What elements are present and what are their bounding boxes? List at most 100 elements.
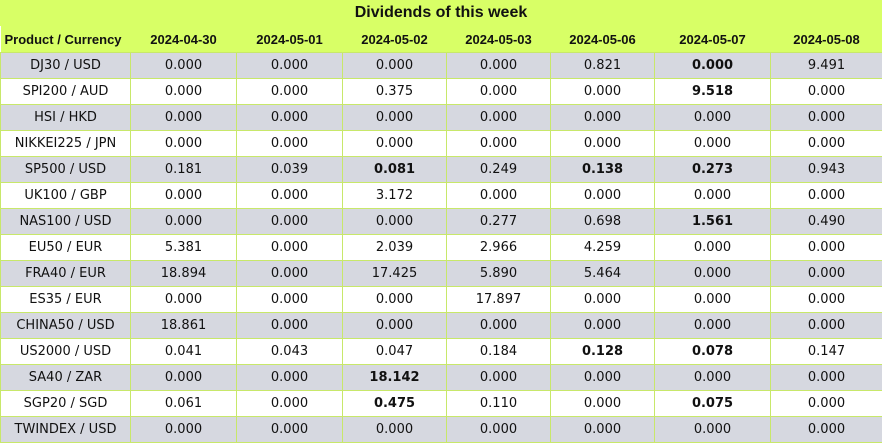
dividend-value-cell: 0.081 xyxy=(342,156,447,183)
dividend-value-cell: 0.000 xyxy=(130,286,237,313)
dividend-value-cell: 0.000 xyxy=(654,130,771,157)
dividend-value-cell: 4.259 xyxy=(550,234,655,261)
dividend-value-cell: 0.000 xyxy=(770,260,882,287)
dividend-value-cell: 0.000 xyxy=(130,416,237,443)
dividend-value-cell: 0.000 xyxy=(236,260,343,287)
dividend-value-cell: 0.000 xyxy=(770,312,882,339)
product-cell: SPI200 / AUD xyxy=(0,78,131,105)
dividend-value-cell: 0.249 xyxy=(446,156,551,183)
dividend-value-cell: 0.138 xyxy=(550,156,655,183)
dividend-value-cell: 0.000 xyxy=(654,312,771,339)
dividend-value-cell: 0.147 xyxy=(770,338,882,365)
dividend-value-cell: 0.043 xyxy=(236,338,343,365)
dividend-value-cell: 0.000 xyxy=(342,52,447,79)
dividend-value-cell: 0.000 xyxy=(130,130,237,157)
dividend-value-cell: 0.000 xyxy=(130,208,237,235)
table-row: EU50 / EUR 5.381 0.000 2.039 2.966 4.259 0.000… xyxy=(0,234,882,261)
dividend-value-cell: 0.000 xyxy=(130,364,237,391)
dividend-value-cell: 0.000 xyxy=(236,78,343,105)
dividend-value-cell: 0.000 xyxy=(236,52,343,79)
dividend-value-cell: 0.000 xyxy=(342,208,447,235)
dividend-value-cell: 0.000 xyxy=(770,104,882,131)
dividend-value-cell: 0.128 xyxy=(550,338,655,365)
dividend-value-cell: 0.000 xyxy=(130,182,237,209)
product-cell: SGP20 / SGD xyxy=(0,390,131,417)
dividend-value-cell: 0.000 xyxy=(446,364,551,391)
dividend-value-cell: 0.000 xyxy=(550,78,655,105)
dividend-value-cell: 0.000 xyxy=(770,78,882,105)
dividend-value-cell: 1.561 xyxy=(654,208,771,235)
dividend-value-cell: 0.000 xyxy=(342,312,447,339)
dividend-value-cell: 0.000 xyxy=(654,52,771,79)
dividend-value-cell: 0.000 xyxy=(770,390,882,417)
dividend-value-cell: 2.966 xyxy=(446,234,551,261)
dividend-value-cell: 0.375 xyxy=(342,78,447,105)
product-cell: CHINA50 / USD xyxy=(0,312,131,339)
dividend-value-cell: 3.172 xyxy=(342,182,447,209)
dividend-value-cell: 9.491 xyxy=(770,52,882,79)
table-row: CHINA50 / USD 18.861 0.000 0.000 0.000 0.000 0… xyxy=(0,312,882,339)
product-cell: TWINDEX / USD xyxy=(0,416,131,443)
product-cell: HSI / HKD xyxy=(0,104,131,131)
dividend-value-cell: 0.000 xyxy=(446,52,551,79)
dividend-value-cell: 0.000 xyxy=(550,312,655,339)
column-header-date: 2024-04-30 xyxy=(130,26,237,53)
dividend-value-cell: 0.277 xyxy=(446,208,551,235)
dividend-value-cell: 0.110 xyxy=(446,390,551,417)
dividend-value-cell: 2.039 xyxy=(342,234,447,261)
dividend-value-cell: 5.890 xyxy=(446,260,551,287)
product-cell: NIKKEI225 / JPN xyxy=(0,130,131,157)
dividend-value-cell: 0.000 xyxy=(342,104,447,131)
dividend-value-cell: 18.861 xyxy=(130,312,237,339)
dividend-value-cell: 0.475 xyxy=(342,390,447,417)
dividend-value-cell: 0.000 xyxy=(342,286,447,313)
dividend-value-cell: 0.075 xyxy=(654,390,771,417)
dividend-value-cell: 0.078 xyxy=(654,338,771,365)
dividend-value-cell: 17.425 xyxy=(342,260,447,287)
dividend-value-cell: 0.061 xyxy=(130,390,237,417)
dividend-value-cell: 0.273 xyxy=(654,156,771,183)
product-cell: SA40 / ZAR xyxy=(0,364,131,391)
dividend-value-cell: 0.000 xyxy=(342,130,447,157)
dividend-value-cell: 18.142 xyxy=(342,364,447,391)
product-cell: NAS100 / USD xyxy=(0,208,131,235)
table-row: SPI200 / AUD 0.000 0.000 0.375 0.000 0.000 9.5… xyxy=(0,78,882,105)
table-row: NAS100 / USD 0.000 0.000 0.000 0.277 0.698 1.5… xyxy=(0,208,882,235)
dividend-value-cell: 9.518 xyxy=(654,78,771,105)
dividend-value-cell: 0.000 xyxy=(236,182,343,209)
dividend-value-cell: 0.041 xyxy=(130,338,237,365)
dividend-value-cell: 0.000 xyxy=(236,416,343,443)
dividend-value-cell: 0.000 xyxy=(654,234,771,261)
column-header-date: 2024-05-06 xyxy=(550,26,655,53)
table-row: SGP20 / SGD 0.061 0.000 0.475 0.110 0.000 0.07… xyxy=(0,390,882,417)
dividend-value-cell: 0.000 xyxy=(550,104,655,131)
dividend-value-cell: 0.821 xyxy=(550,52,655,79)
dividend-value-cell: 0.490 xyxy=(770,208,882,235)
dividend-value-cell: 0.184 xyxy=(446,338,551,365)
dividend-value-cell: 0.000 xyxy=(654,182,771,209)
dividend-value-cell: 0.000 xyxy=(654,286,771,313)
dividend-value-cell: 0.000 xyxy=(446,104,551,131)
table-row: SA40 / ZAR 0.000 0.000 18.142 0.000 0.000 0.00… xyxy=(0,364,882,391)
dividend-value-cell: 0.943 xyxy=(770,156,882,183)
column-header-date: 2024-05-01 xyxy=(236,26,343,53)
dividend-value-cell: 0.000 xyxy=(236,390,343,417)
dividend-value-cell: 0.000 xyxy=(236,234,343,261)
dividend-value-cell: 0.000 xyxy=(550,364,655,391)
table-title: Dividends of this week xyxy=(0,0,882,26)
dividend-value-cell: 0.000 xyxy=(236,104,343,131)
dividend-value-cell: 0.000 xyxy=(654,364,771,391)
dividend-value-cell: 0.000 xyxy=(654,416,771,443)
product-cell: DJ30 / USD xyxy=(0,52,131,79)
dividend-value-cell: 0.000 xyxy=(236,208,343,235)
header-row: Product / Currency 2024-04-30 2024-05-01… xyxy=(0,26,882,53)
product-cell: SP500 / USD xyxy=(0,156,131,183)
table-row: ES35 / EUR 0.000 0.000 0.000 17.897 0.000 0.00… xyxy=(0,286,882,313)
table-row: TWINDEX / USD 0.000 0.000 0.000 0.000 0.000 0.… xyxy=(0,416,882,443)
product-cell: FRA40 / EUR xyxy=(0,260,131,287)
dividend-value-cell: 0.000 xyxy=(654,104,771,131)
column-header-date: 2024-05-03 xyxy=(446,26,551,53)
table-row: SP500 / USD 0.181 0.039 0.081 0.249 0.138 0.27… xyxy=(0,156,882,183)
dividend-value-cell: 0.000 xyxy=(770,416,882,443)
